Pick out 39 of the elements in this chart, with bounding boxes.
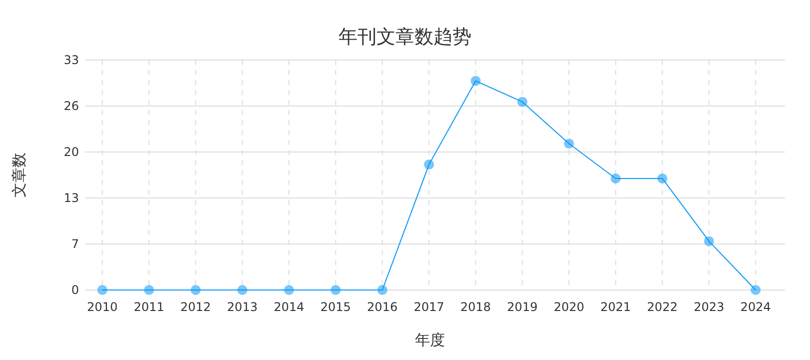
x-tick-label: 2018 xyxy=(460,300,491,314)
x-tick-label: 2012 xyxy=(180,300,211,314)
x-tick-label: 2015 xyxy=(320,300,351,314)
x-tick-label: 2010 xyxy=(87,300,118,314)
y-tick-label: 20 xyxy=(64,145,79,159)
point xyxy=(424,160,434,170)
point xyxy=(330,285,341,295)
x-axis-title: 年度 xyxy=(415,331,445,349)
y-axis-title: 文章数 xyxy=(10,152,28,198)
x-tick-label: 2023 xyxy=(694,300,724,314)
x-tick-label: 2020 xyxy=(554,300,584,314)
point xyxy=(144,285,154,295)
x-tick-label: 2011 xyxy=(134,300,164,314)
y-tick-label: 0 xyxy=(71,283,79,297)
x-tick-label: 2019 xyxy=(507,300,538,314)
point xyxy=(97,285,108,295)
point xyxy=(190,285,201,295)
point xyxy=(750,285,761,295)
point xyxy=(657,173,668,184)
x-tick-label: 2021 xyxy=(600,300,631,314)
point xyxy=(377,285,388,295)
point xyxy=(284,285,294,295)
point xyxy=(610,173,621,184)
x-tick-label: 2024 xyxy=(740,300,771,314)
point xyxy=(470,76,481,86)
y-tick-label: 26 xyxy=(64,99,79,113)
y-tick-label: 33 xyxy=(64,53,79,67)
x-tick-label: 2014 xyxy=(274,300,304,314)
point xyxy=(564,138,574,149)
point xyxy=(704,236,714,246)
x-tick-label: 2022 xyxy=(647,300,678,314)
x-tick-label: 2016 xyxy=(367,300,398,314)
y-tick-label: 7 xyxy=(71,237,79,251)
chart-title: 年刊文章数趋势 xyxy=(338,26,472,48)
point xyxy=(517,96,528,107)
point xyxy=(237,285,248,295)
x-tick-label: 2017 xyxy=(414,300,444,314)
x-tick-label: 2013 xyxy=(227,300,258,314)
y-tick-label: 13 xyxy=(64,191,79,205)
